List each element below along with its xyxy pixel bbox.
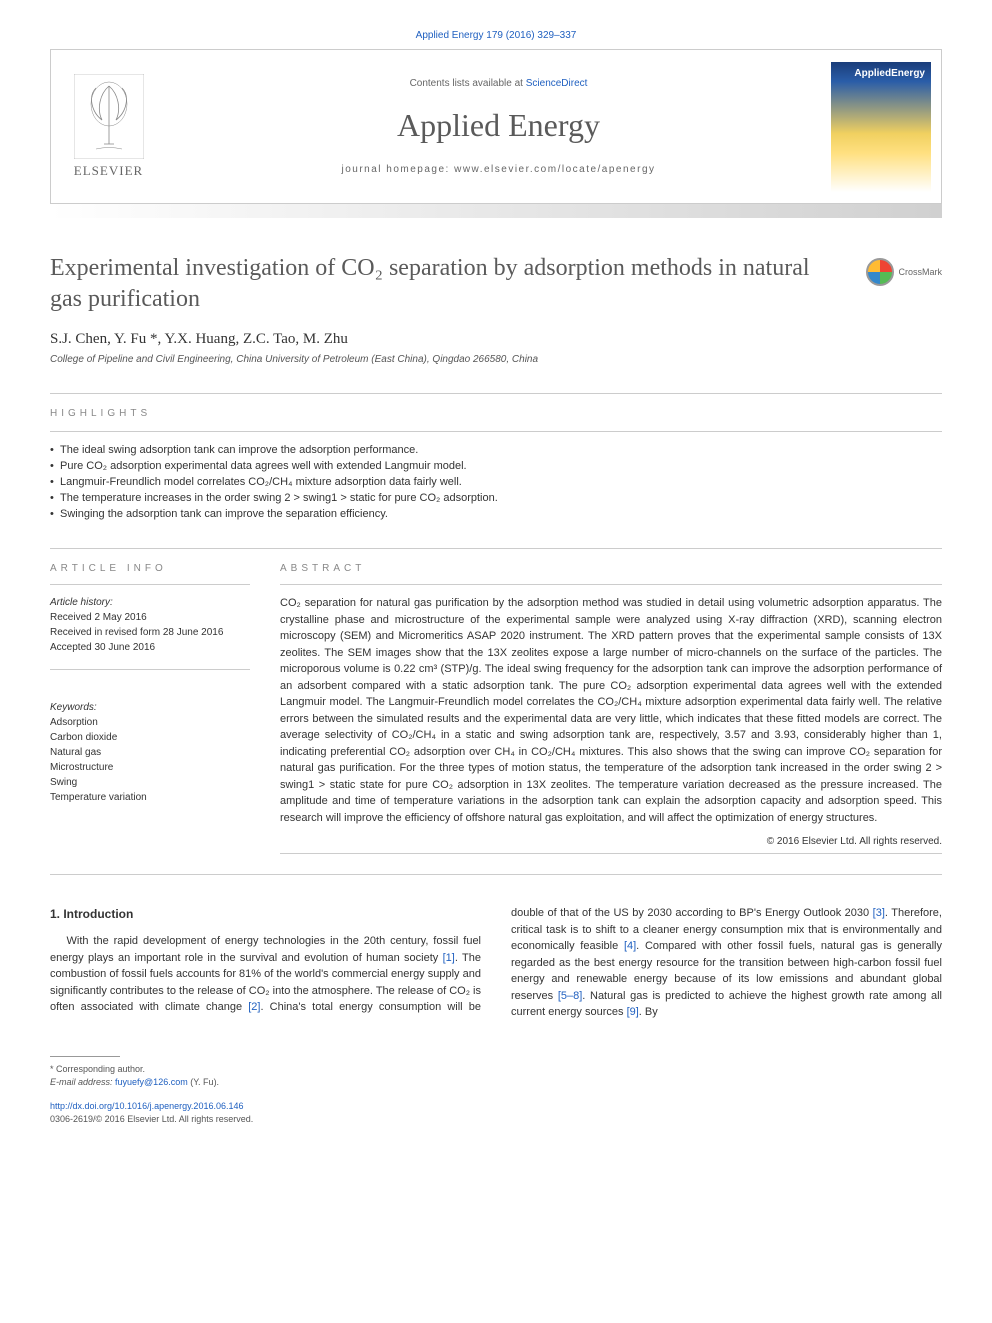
highlights-list: The ideal swing adsorption tank can impr… <box>50 444 942 520</box>
email-label: E-mail address: <box>50 1077 115 1087</box>
doi-link[interactable]: http://dx.doi.org/10.1016/j.apenergy.201… <box>50 1100 942 1114</box>
highlight-item: The temperature increases in the order s… <box>50 492 942 504</box>
keyword: Natural gas <box>50 747 101 758</box>
header-gradient-bar <box>50 204 942 218</box>
footer-block: * Corresponding author. E-mail address: … <box>50 1056 942 1127</box>
keywords-heading: Keywords: <box>50 702 97 713</box>
issn-copyright: 0306-2619/© 2016 Elsevier Ltd. All right… <box>50 1113 942 1127</box>
elsevier-text: ELSEVIER <box>74 163 143 179</box>
introduction-section: 1. Introduction With the rapid developme… <box>50 905 942 1021</box>
abstract-label: ABSTRACT <box>280 563 942 574</box>
intro-text: . By <box>639 1006 658 1018</box>
history-revised: Received in revised form 28 June 2016 <box>50 627 223 638</box>
keywords-block: Keywords: Adsorption Carbon dioxide Natu… <box>50 700 250 805</box>
copyright-line: © 2016 Elsevier Ltd. All rights reserved… <box>280 836 942 847</box>
affiliation: College of Pipeline and Civil Engineerin… <box>50 354 942 365</box>
keyword: Swing <box>50 777 77 788</box>
email-link[interactable]: fuyuefy@126.com <box>115 1077 188 1087</box>
history-heading: Article history: <box>50 597 113 608</box>
highlight-item: Swinging the adsorption tank can improve… <box>50 508 942 520</box>
elsevier-logo: ELSEVIER <box>51 50 166 203</box>
intro-heading: 1. Introduction <box>50 905 481 923</box>
abstract-text: CO₂ separation for natural gas purificat… <box>280 595 942 826</box>
contents-prefix: Contents lists available at <box>410 78 526 89</box>
ref-link[interactable]: [2] <box>248 1001 260 1013</box>
history-received: Received 2 May 2016 <box>50 612 147 623</box>
intro-text: With the rapid development of energy tec… <box>50 935 481 964</box>
crossmark-icon <box>866 258 894 286</box>
journal-header: ELSEVIER Contents lists available at Sci… <box>50 49 942 204</box>
divider <box>50 431 942 432</box>
journal-cover-thumbnail: AppliedEnergy <box>831 62 931 192</box>
crossmark-label: CrossMark <box>898 267 942 277</box>
keyword: Adsorption <box>50 717 98 728</box>
authors-line: S.J. Chen, Y. Fu *, Y.X. Huang, Z.C. Tao… <box>50 331 942 348</box>
highlight-item: Pure CO₂ adsorption experimental data ag… <box>50 460 942 472</box>
ref-link[interactable]: [5–8] <box>558 990 582 1002</box>
divider <box>50 874 942 875</box>
ref-link[interactable]: [4] <box>624 940 636 952</box>
footnote-rule <box>50 1056 120 1057</box>
contents-available-line: Contents lists available at ScienceDirec… <box>176 78 821 89</box>
highlight-item: Langmuir-Freundlich model correlates CO₂… <box>50 476 942 488</box>
sciencedirect-link[interactable]: ScienceDirect <box>526 78 588 89</box>
divider <box>50 584 250 585</box>
citation-line: Applied Energy 179 (2016) 329–337 <box>50 30 942 41</box>
journal-homepage: journal homepage: www.elsevier.com/locat… <box>176 164 821 175</box>
keyword: Microstructure <box>50 762 113 773</box>
corresponding-author-note: * Corresponding author. <box>50 1063 942 1077</box>
ref-link[interactable]: [1] <box>443 952 455 964</box>
article-history: Article history: Received 2 May 2016 Rec… <box>50 595 250 655</box>
email-line: E-mail address: fuyuefy@126.com (Y. Fu). <box>50 1076 942 1090</box>
divider <box>280 853 942 854</box>
journal-cover-text: AppliedEnergy <box>854 68 925 79</box>
journal-name: Applied Energy <box>176 107 821 144</box>
history-accepted: Accepted 30 June 2016 <box>50 642 155 653</box>
ref-link[interactable]: [9] <box>627 1006 639 1018</box>
keyword: Temperature variation <box>50 792 147 803</box>
ref-link[interactable]: [3] <box>873 907 885 919</box>
divider <box>50 669 250 670</box>
divider <box>280 584 942 585</box>
elsevier-tree-icon <box>74 74 144 159</box>
keyword: Carbon dioxide <box>50 732 117 743</box>
article-info-label: ARTICLE INFO <box>50 563 250 574</box>
authors-text: S.J. Chen, Y. Fu *, Y.X. Huang, Z.C. Tao… <box>50 331 348 347</box>
highlight-item: The ideal swing adsorption tank can impr… <box>50 444 942 456</box>
email-author-name: (Y. Fu). <box>188 1077 219 1087</box>
highlights-label: HIGHLIGHTS <box>50 408 942 419</box>
crossmark-badge[interactable]: CrossMark <box>866 258 942 286</box>
article-title: Experimental investigation of CO₂ separa… <box>50 253 846 315</box>
divider <box>50 393 942 394</box>
